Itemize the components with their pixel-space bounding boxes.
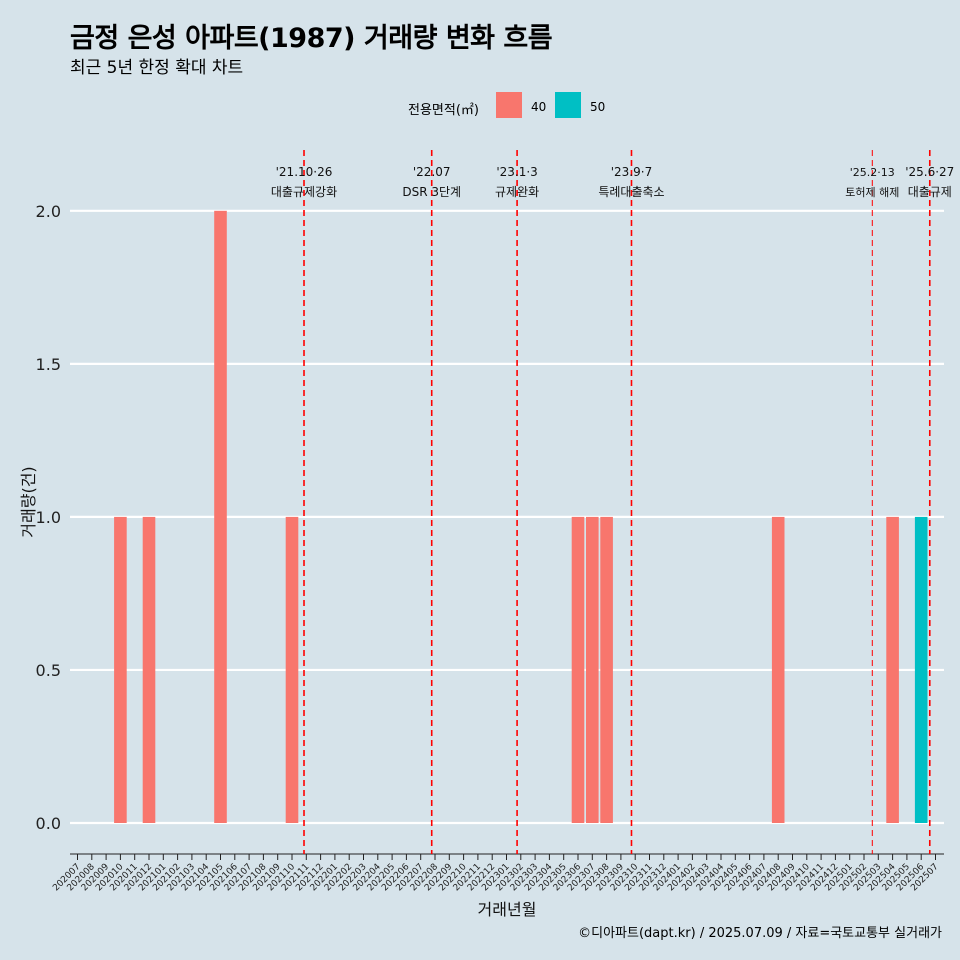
legend-title: 전용면적(㎡) bbox=[408, 103, 479, 118]
legend-swatch-50 bbox=[555, 92, 581, 118]
bar-40-202010 bbox=[114, 516, 127, 823]
legend: 전용면적(㎡) 40 50 bbox=[0, 92, 960, 122]
y-axis-title: 거래량(건) bbox=[19, 466, 38, 537]
event-label-4: 특례대출축소 bbox=[598, 185, 664, 199]
event-label-1: 대출규제강화 bbox=[271, 185, 337, 199]
event-label-2: DSR 3단계 bbox=[402, 185, 461, 199]
bar-40-202110 bbox=[285, 516, 299, 823]
y-tick-label: 0.0 bbox=[36, 814, 61, 833]
x-axis-title: 거래년월 bbox=[478, 900, 537, 919]
event-date-2: '22.07 bbox=[413, 165, 451, 179]
legend-swatch-40 bbox=[496, 92, 522, 118]
event-date-4: '23.9·7 bbox=[611, 165, 652, 179]
event-label-3: 규제완화 bbox=[495, 185, 539, 199]
bar-40-202306 bbox=[571, 516, 585, 823]
event-date-6: '25.6·27 bbox=[905, 165, 954, 179]
caption: ©디아파트(dapt.kr) / 2025.07.09 / 자료=국토교통부 실… bbox=[578, 926, 942, 941]
bar-40-202308 bbox=[600, 516, 613, 823]
event-date-1: '21.10·26 bbox=[276, 165, 333, 179]
legend-label-50: 50 bbox=[590, 100, 606, 114]
bar-40-202105 bbox=[214, 210, 227, 824]
bar-40-202307 bbox=[586, 516, 599, 823]
legend-label-40: 40 bbox=[531, 100, 547, 114]
event-date-3: '23.1·3 bbox=[496, 165, 537, 179]
y-tick-label: 0.5 bbox=[36, 661, 61, 680]
y-tick-label: 2.0 bbox=[36, 202, 61, 221]
y-tick-label: 1.0 bbox=[36, 508, 61, 527]
chart-subtitle: 최근 5년 한정 확대 차트 bbox=[70, 58, 244, 78]
event-date-5: '25.2·13 bbox=[850, 166, 895, 179]
bar-40-202504 bbox=[886, 516, 899, 823]
bar-40-202408 bbox=[771, 516, 785, 823]
chart-title: 금정 은성 아파트(1987) 거래량 변화 흐름 bbox=[70, 23, 553, 54]
event-label-6: 대출규제 bbox=[908, 185, 952, 199]
bar-50-202506 bbox=[914, 516, 928, 823]
bar-40-202012 bbox=[142, 516, 156, 823]
event-label-5: 토허제 해제 bbox=[845, 185, 899, 199]
y-tick-label: 1.5 bbox=[36, 355, 61, 374]
